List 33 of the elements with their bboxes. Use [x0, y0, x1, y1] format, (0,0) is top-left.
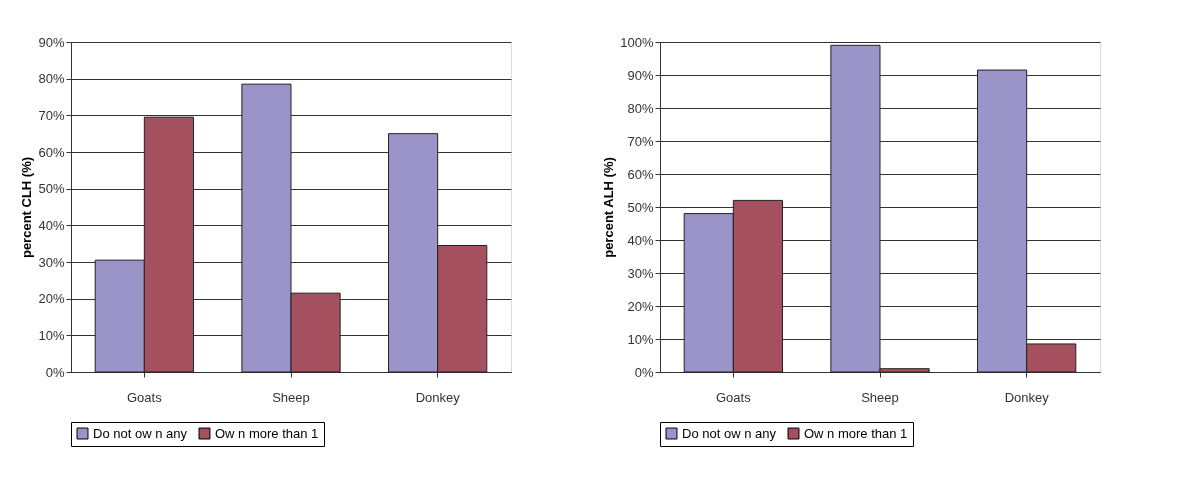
y-tick-label: 80% [627, 100, 654, 116]
legend-label: Ow n more than 1 [804, 425, 908, 441]
y-tick-label: 0% [45, 364, 65, 380]
legend-label: Do not ow n any [93, 425, 188, 441]
y-tick-label: 70% [38, 107, 65, 123]
y-axis-title: percent ALH (%) [601, 157, 617, 258]
y-tick-label: 0% [634, 364, 654, 380]
y-tick-label: 60% [38, 144, 65, 160]
y-tick-label: 90% [38, 34, 65, 50]
y-tick-label: 10% [38, 327, 65, 343]
y-tick-label: 20% [627, 298, 654, 314]
x-tick-label: Goats [715, 389, 752, 405]
y-tick-label: 50% [38, 181, 65, 197]
y-tick-label: 30% [627, 265, 654, 281]
y-tick-label: 70% [627, 133, 654, 149]
legend-label: Ow n more than 1 [215, 425, 319, 441]
y-tick-label: 80% [38, 71, 65, 87]
y-axis-title: percent CLH (%) [19, 156, 35, 259]
y-tick-label: 100% [620, 34, 654, 50]
x-tick-label: Sheep [272, 389, 310, 405]
y-tick-label: 90% [627, 67, 654, 83]
y-tick-label: 10% [627, 331, 654, 347]
y-tick-label: 50% [627, 199, 654, 215]
x-tick-label: Donkey [415, 389, 461, 405]
x-tick-label: Donkey [1004, 389, 1050, 405]
y-tick-label: 30% [38, 254, 65, 270]
y-tick-label: 40% [627, 232, 654, 248]
x-tick-label: Goats [126, 389, 163, 405]
y-tick-label: 40% [38, 217, 65, 233]
y-tick-label: 20% [38, 291, 65, 307]
y-tick-label: 60% [627, 166, 654, 182]
legend-label: Do not ow n any [682, 425, 777, 441]
x-tick-label: Sheep [861, 389, 899, 405]
